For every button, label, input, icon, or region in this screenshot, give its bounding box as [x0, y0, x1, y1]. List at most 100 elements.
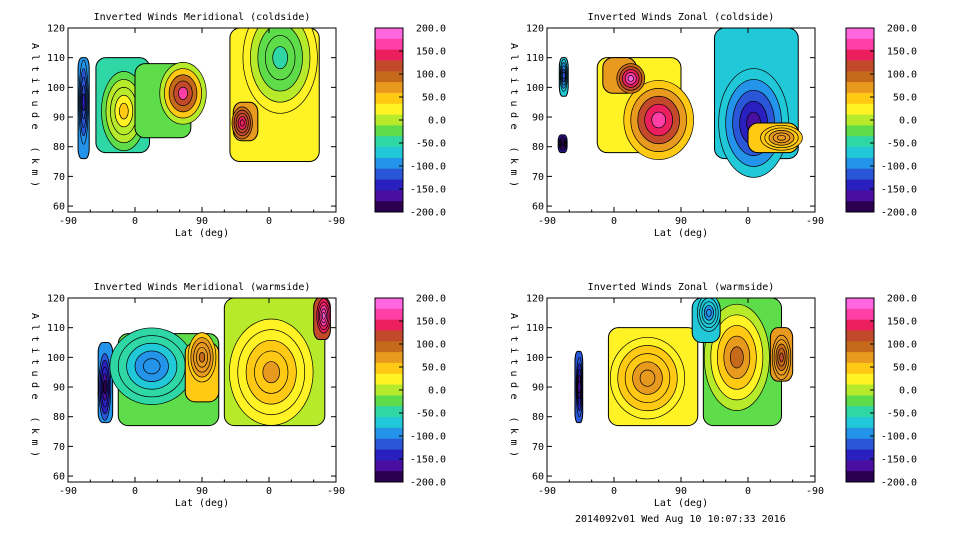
x-tick-label: 0 [745, 486, 751, 497]
chart-title: Inverted Winds Zonal (warmside) [588, 282, 775, 293]
colorbar-tick-label: -100.0 [410, 432, 446, 443]
colorbar-tick-label: -150.0 [881, 185, 917, 196]
colorbar-swatch [846, 449, 874, 461]
data-region [231, 101, 259, 142]
colorbar-swatch [375, 298, 403, 310]
y-tick-label: 110 [526, 323, 544, 334]
svg-text:t: t [29, 359, 40, 365]
contour-level [561, 71, 566, 80]
svg-text:): ) [29, 181, 40, 187]
y-tick-label: 100 [526, 353, 544, 364]
x-tick-label: 0 [266, 216, 272, 227]
y-tick-label: 120 [526, 24, 544, 35]
colorbar-swatch [375, 471, 403, 483]
colorbar-tick-label: 0.0 [899, 386, 917, 397]
svg-text:(: ( [508, 146, 519, 152]
data-region [602, 57, 646, 94]
svg-text:u: u [508, 100, 519, 106]
colorbar-swatch [375, 28, 403, 40]
colorbar-swatch [846, 373, 874, 386]
contour-level [143, 358, 161, 375]
colorbar-swatch [846, 82, 874, 94]
colorbar-tick-label: -100.0 [881, 162, 917, 173]
y-tick-label: 70 [53, 442, 65, 453]
colorbar-swatch [846, 71, 874, 83]
colorbar-swatch [846, 460, 874, 472]
plot-area [557, 28, 803, 178]
y-tick-label: 100 [526, 83, 544, 94]
colorbar-tick-label: 100.0 [887, 70, 917, 81]
y-tick-label: 70 [532, 442, 544, 453]
data-region [223, 298, 326, 427]
y-tick-label: 80 [53, 412, 65, 423]
colorbar-tick-label: -50.0 [887, 409, 917, 420]
colorbar-tick-label: -150.0 [410, 455, 446, 466]
svg-text:t: t [508, 336, 519, 342]
contour-level [272, 46, 288, 70]
y-tick-label: 60 [53, 472, 65, 483]
y-tick-label: 100 [47, 353, 65, 364]
contour-level [198, 352, 206, 363]
svg-text:t: t [508, 89, 519, 95]
colorbar-swatch [846, 319, 874, 331]
x-tick-label: 0 [132, 486, 138, 497]
colorbar-tick-label: -50.0 [887, 139, 917, 150]
panel-3: Inverted Winds Meridional (warmside) -90 0… [29, 282, 446, 509]
colorbar-swatch [846, 395, 874, 407]
colorbar-swatch [846, 471, 874, 483]
colorbar-swatch [375, 60, 403, 72]
x-tick-label: 0 [266, 486, 272, 497]
x-tick-label: -90 [327, 216, 345, 227]
colorbar-tick-label: 200.0 [887, 24, 917, 35]
colorbar-tick-label: 50.0 [422, 363, 446, 374]
contour-level [262, 361, 280, 384]
contour-level [239, 119, 245, 127]
colorbar-swatch [375, 92, 403, 105]
colorbar-tick-label: 100.0 [416, 340, 446, 351]
colorbar-swatch [846, 384, 874, 396]
data-region [77, 57, 90, 160]
svg-text:u: u [29, 370, 40, 376]
y-tick-label: 60 [53, 202, 65, 213]
colorbar-swatch [846, 298, 874, 310]
colorbar-swatch [375, 427, 403, 440]
colorbar-tick-label: 50.0 [422, 93, 446, 104]
y-tick-label: 70 [53, 172, 65, 183]
y-tick-label: 120 [47, 294, 65, 305]
colorbar-swatch [846, 114, 874, 126]
colorbar-tick-label: -150.0 [410, 185, 446, 196]
colorbar-tick-label: -200.0 [881, 208, 917, 219]
colorbar-swatch [846, 308, 874, 321]
colorbar-tick-label: 150.0 [887, 317, 917, 328]
colorbar-tick-label: 50.0 [893, 93, 917, 104]
colorbar-swatch [846, 168, 874, 181]
contour-level [81, 93, 86, 111]
svg-text:m: m [508, 169, 519, 175]
x-axis-label: Lat (deg) [654, 228, 708, 239]
svg-text:l: l [508, 324, 519, 330]
contour-level [119, 102, 129, 120]
y-tick-label: 70 [532, 172, 544, 183]
y-tick-label: 60 [532, 472, 544, 483]
colorbar-swatch [375, 157, 403, 170]
y-tick-label: 120 [526, 294, 544, 305]
x-tick-label: 0 [611, 216, 617, 227]
svg-text:): ) [508, 451, 519, 457]
colorbar-swatch [846, 179, 874, 191]
colorbar-swatch [846, 136, 874, 148]
contour-level [729, 346, 744, 369]
colorbar-swatch [846, 438, 874, 451]
x-tick-label: -90 [327, 486, 345, 497]
svg-text:m: m [508, 439, 519, 445]
x-tick-label: -90 [59, 486, 77, 497]
svg-text:d: d [508, 112, 519, 118]
colorbar-tick-label: 150.0 [887, 47, 917, 58]
x-tick-label: 90 [675, 216, 687, 227]
y-tick-label: 80 [532, 412, 544, 423]
x-tick-label: 0 [611, 486, 617, 497]
colorbar-swatch [846, 201, 874, 213]
x-tick-label: -90 [806, 216, 824, 227]
panel-4: Inverted Winds Zonal (warmside) -90 0 90 0 -9… [508, 282, 917, 509]
